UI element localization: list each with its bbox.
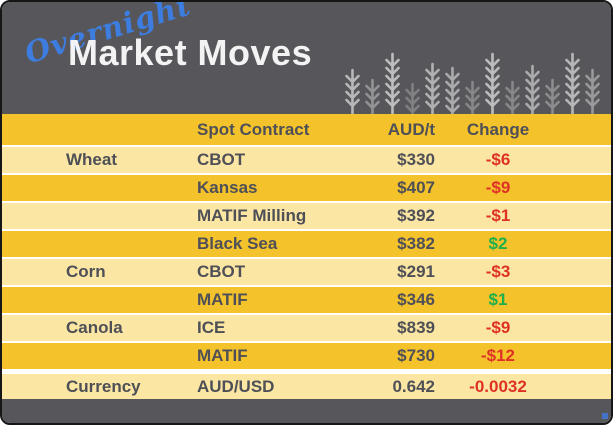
change-column-header: Change <box>466 119 530 139</box>
corner-mark <box>602 413 608 419</box>
change-cell: -$6 <box>485 150 511 169</box>
price-cell: $839 <box>397 318 435 337</box>
contract-cell: MATIF <box>197 346 248 365</box>
change-cell: $2 <box>488 234 508 253</box>
change-cell: -$9 <box>485 178 511 197</box>
category-cell: Wheat <box>66 150 117 169</box>
contract-cell: MATIF <box>197 290 248 309</box>
table-row-wheat-black-sea: Black Sea $382 $2 <box>2 229 611 257</box>
change-cell: -$12 <box>480 346 516 365</box>
footer-bar <box>2 399 611 423</box>
price-cell: $730 <box>397 346 435 365</box>
wheat-ear-icon <box>545 78 560 114</box>
wheat-decor-row <box>344 52 601 114</box>
wheat-ear-icon <box>425 62 440 114</box>
table-row-currency-audusd: Currency AUD/USD 0.642 -0.0032 <box>2 369 611 399</box>
table-row-corn-matif: MATIF $346 $1 <box>2 285 611 313</box>
contract-cell: CBOT <box>197 262 246 281</box>
wheat-ear-icon <box>525 64 540 114</box>
wheat-ear-icon <box>405 82 420 114</box>
price-cell: $392 <box>397 206 435 225</box>
wheat-ear-icon <box>365 78 380 114</box>
wheat-ear-icon <box>485 52 500 114</box>
category-cell: Corn <box>66 262 106 281</box>
price-cell: $291 <box>397 262 435 281</box>
contract-cell: AUD/USD <box>197 376 275 396</box>
price-cell: $330 <box>397 150 435 169</box>
spot-contract-column-header: Spot Contract <box>197 119 310 139</box>
contract-cell: ICE <box>197 318 226 337</box>
contract-cell: CBOT <box>197 150 246 169</box>
wheat-ear-icon <box>445 66 460 114</box>
table-row-corn-cbot: Corn CBOT $291 -$3 <box>2 257 611 285</box>
contract-cell: Kansas <box>197 178 258 197</box>
table-row-canola-matif: MATIF $730 -$12 <box>2 341 611 369</box>
price-cell: $407 <box>397 178 435 197</box>
table-row-wheat-kansas: Kansas $407 -$9 <box>2 173 611 201</box>
wheat-ear-icon <box>385 52 400 114</box>
contract-cell: MATIF Milling <box>197 206 307 225</box>
wheat-ear-icon <box>505 80 520 114</box>
page-title: Market Moves <box>68 32 313 73</box>
aud-t-column-header: AUD/t <box>387 119 435 139</box>
table-row-wheat-cbot: Wheat CBOT $330 -$6 <box>2 145 611 173</box>
change-cell: $1 <box>488 290 508 309</box>
price-cell: 0.642 <box>392 376 435 396</box>
table-header-row: Spot Contract AUD/t Change <box>2 114 611 145</box>
change-cell: -0.0032 <box>469 376 527 396</box>
change-cell: -$9 <box>485 318 511 337</box>
price-cell: $382 <box>397 234 435 253</box>
table-row-canola-ice: Canola ICE $839 -$9 <box>2 313 611 341</box>
wheat-ear-icon <box>465 80 480 114</box>
change-cell: -$3 <box>485 262 511 281</box>
contract-cell: Black Sea <box>197 234 278 253</box>
wheat-ear-icon <box>585 68 600 114</box>
header-banner: Overnight Market Moves <box>2 2 611 114</box>
table-row-wheat-matif-milling: MATIF Milling $392 -$1 <box>2 201 611 229</box>
wheat-ear-icon <box>345 68 360 114</box>
market-table: Spot Contract AUD/t Change Wheat CBOT $3… <box>2 114 611 399</box>
change-cell: -$1 <box>485 206 511 225</box>
category-cell: Canola <box>66 318 123 337</box>
price-cell: $346 <box>397 290 435 309</box>
wheat-ear-icon <box>565 52 580 114</box>
category-cell: Currency <box>66 376 141 396</box>
